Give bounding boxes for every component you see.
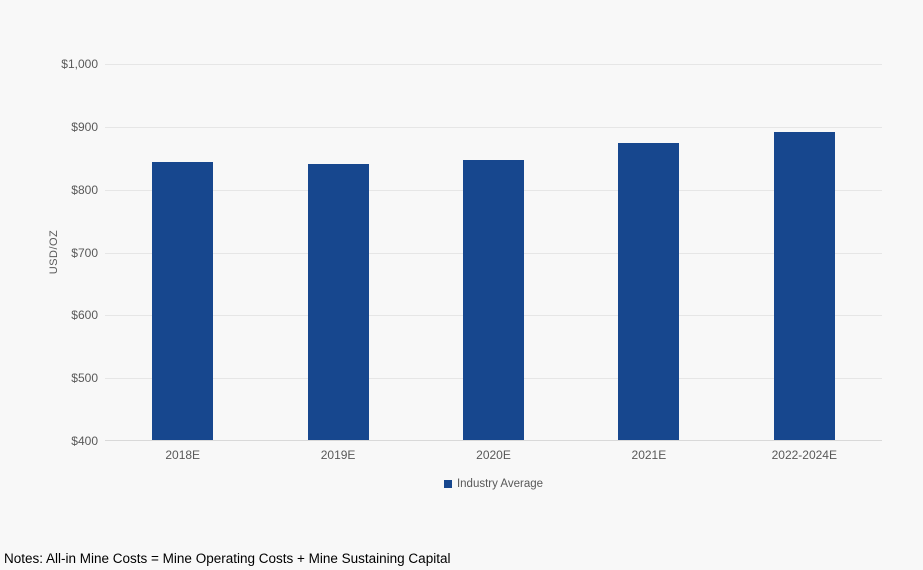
y-tick-label-900: $900 [71, 119, 98, 134]
y-tick-label-800: $800 [71, 182, 98, 197]
legend-item-industry-average[interactable]: Industry Average [443, 478, 544, 490]
legend-label: Industry Average [456, 478, 544, 490]
notes-text: Notes: All-in Mine Costs = Mine Operatin… [4, 551, 451, 566]
y-tick-label-600: $600 [71, 308, 98, 323]
y-tick-label-1000: $1,000 [61, 57, 98, 71]
bar-2018e[interactable] [152, 162, 214, 440]
bar-2022-2024e[interactable] [773, 132, 835, 440]
gridline-900 [105, 126, 882, 128]
bar-2021e[interactable] [618, 142, 680, 440]
legend: Industry Average [105, 478, 882, 490]
y-tick-label-700: $700 [71, 245, 98, 260]
x-axis-label-2018e: 2018E [165, 448, 201, 462]
bar-2019e[interactable] [307, 163, 369, 440]
industry-average-bar-chart: USD/OZ Industry Average $400 $500 $600 $700… [48, 57, 882, 490]
x-axis-label-2019e: 2019E [320, 448, 356, 462]
x-axis-label-2021e: 2021E [631, 448, 667, 462]
gridline-1000 [105, 64, 882, 65]
plot-area [105, 64, 882, 441]
bar-2020e[interactable] [463, 159, 524, 440]
y-tick-label-400: $400 [71, 434, 98, 448]
x-axis-label-2022-2024e: 2022-2024E [771, 448, 837, 462]
y-tick-label-500: $500 [71, 371, 98, 386]
x-axis-label-2020e: 2020E [476, 448, 511, 462]
legend-swatch-icon [443, 480, 452, 488]
